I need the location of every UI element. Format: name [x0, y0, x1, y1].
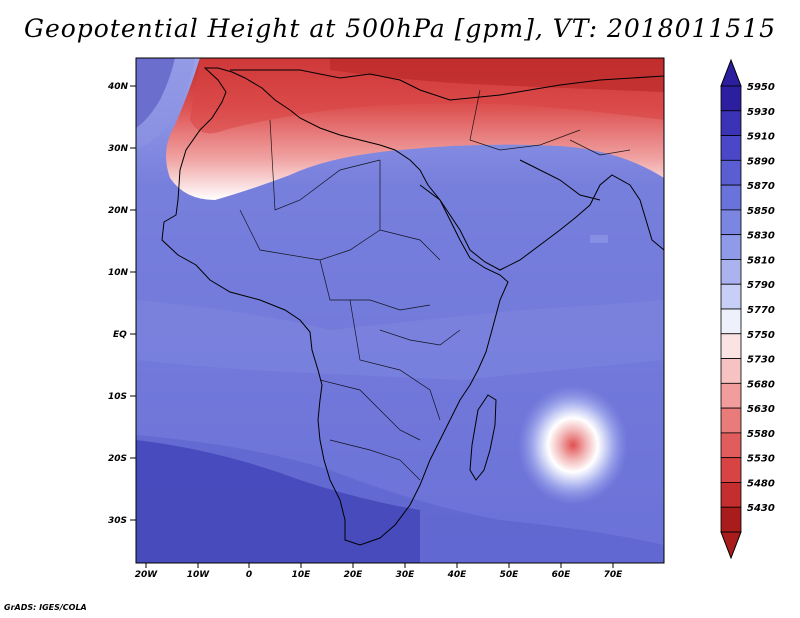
- colorbar-boxes: [720, 85, 742, 533]
- lon-label-20w: 20W: [135, 570, 159, 580]
- lon-label-10w: 10W: [187, 570, 211, 580]
- lat-label-40n: 40N: [107, 82, 129, 92]
- colorbar-label-5680: 5680: [747, 379, 775, 390]
- lon-label-30e: 30E: [396, 570, 416, 580]
- colorbar-box-5630: [720, 407, 742, 434]
- colorbar-label-5730: 5730: [747, 355, 775, 366]
- lat-ticks: [130, 85, 136, 521]
- colorbar-label-5430: 5430: [747, 503, 775, 514]
- map-title: Geopotential Height at 500hPa [gpm], VT:…: [23, 14, 777, 43]
- colorbar-label-5750: 5750: [747, 330, 775, 341]
- colorbar-box-5870: [720, 184, 742, 211]
- lat-label-eq: EQ: [113, 330, 127, 340]
- colorbar-box-5680: [720, 382, 742, 409]
- lon-label-60e: 60E: [552, 570, 572, 580]
- colorbar-box-5580: [720, 432, 742, 459]
- colorbar-label-5790: 5790: [747, 280, 775, 291]
- colorbar-label-5580: 5580: [747, 429, 775, 440]
- lat-label-10n: 10N: [108, 268, 129, 278]
- colorbar-label-5830: 5830: [747, 231, 775, 242]
- footer-credit: GrADS: IGES/COLA: [4, 603, 87, 612]
- lon-ticks: [145, 563, 614, 568]
- lon-label-0: 0: [246, 570, 252, 580]
- latitude-labels: 40N 30N 20N 10N EQ 10S 20S 30S: [107, 82, 129, 526]
- colorbar: 5950 5930 5910 5890 5870 5850 5830 5810 5790 5770…: [720, 58, 775, 560]
- colorbar-box-5950: [720, 85, 742, 112]
- colorbar-box-5830: [720, 234, 742, 260]
- colorbar-label-5850: 5850: [747, 206, 775, 217]
- colorbar-label-5930: 5930: [747, 107, 775, 118]
- colorbar-label-5910: 5910: [747, 132, 775, 143]
- colorbar-bottom-arrow: [720, 531, 742, 560]
- colorbar-top-arrow: [720, 58, 742, 87]
- longitude-labels: 20W 10W 0 10E 20E 30E 40E 50E 60E 70E: [135, 570, 623, 580]
- coastlines: [161, 67, 664, 546]
- colorbar-box-5910: [720, 135, 742, 161]
- colorbar-box-5890: [720, 159, 742, 186]
- colorbar-box-5730: [720, 358, 742, 384]
- colorbar-box-5480: [720, 482, 742, 508]
- map-frame: [135, 57, 665, 564]
- colorbar-label-5770: 5770: [747, 305, 775, 316]
- lon-label-10e: 10E: [292, 570, 312, 580]
- colorbar-box-5770: [720, 308, 742, 335]
- colorbar-label-5810: 5810: [747, 255, 775, 266]
- lon-label-40e: 40E: [447, 570, 468, 580]
- lon-label-50e: 50E: [500, 570, 520, 580]
- colorbar-box-5810: [720, 259, 742, 285]
- lat-label-20s: 20S: [108, 454, 127, 464]
- colorbar-box-5430: [720, 506, 742, 533]
- colorbar-box-5530: [720, 457, 742, 483]
- lon-label-70e: 70E: [604, 570, 624, 580]
- lon-label-20e: 20E: [344, 570, 364, 580]
- colorbar-label-5630: 5630: [747, 404, 775, 415]
- colorbar-box-5750: [720, 333, 742, 359]
- borders: [239, 89, 631, 481]
- colorbar-label-5530: 5530: [747, 454, 775, 465]
- colorbar-box-5850: [720, 209, 742, 236]
- colorbar-labels: 5950 5930 5910 5890 5870 5850 5830 5810 5790 5770…: [747, 82, 775, 514]
- colorbar-label-5890: 5890: [747, 156, 775, 167]
- lat-label-30n: 30N: [108, 144, 129, 154]
- colorbar-label-5480: 5480: [747, 478, 775, 489]
- colorbar-box-5930: [720, 110, 742, 136]
- lat-label-20n: 20N: [108, 206, 129, 216]
- lat-label-30s: 30S: [108, 516, 127, 526]
- map-plot-area: [136, 58, 664, 563]
- lat-label-10s: 10S: [108, 392, 127, 402]
- colorbar-box-5790: [720, 283, 742, 310]
- colorbar-label-5950: 5950: [747, 82, 775, 93]
- colorbar-label-5870: 5870: [747, 181, 775, 192]
